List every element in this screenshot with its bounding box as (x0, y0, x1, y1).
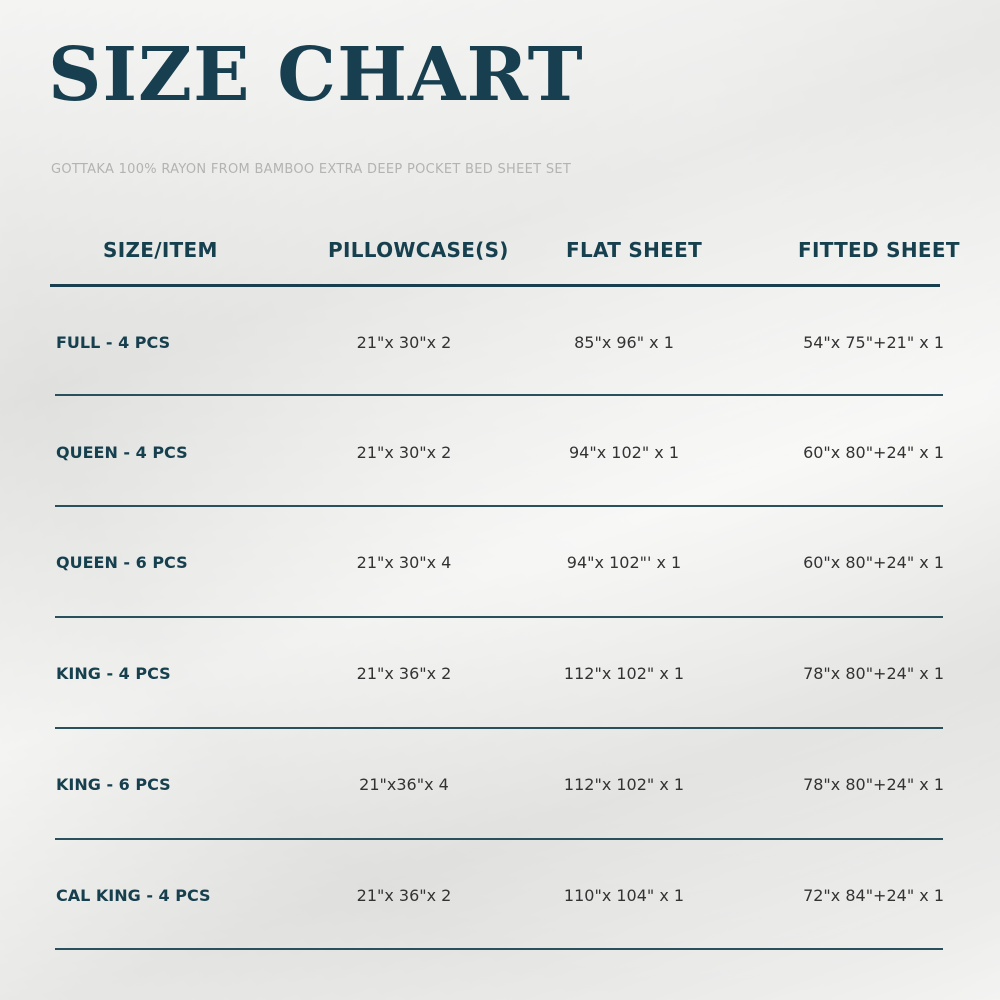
pillowcase-cell: 21"x 36"x 2 (356, 886, 452, 905)
pillowcase-cell: 21"x 30"x 2 (356, 333, 452, 352)
fitted-sheet-cell: 78"x 80"+24" x 1 (803, 664, 944, 683)
table-row: CAL KING - 4 PCS 21"x 36"x 2 110"x 104" x … (0, 886, 1000, 906)
row-divider (55, 616, 943, 618)
fitted-sheet-cell: 54"x 75"+21" x 1 (803, 333, 944, 352)
page-title: SIZE CHART (48, 32, 584, 118)
fitted-sheet-cell: 60"x 80"+24" x 1 (803, 553, 944, 572)
table-row: FULL - 4 PCS 21"x 30"x 2 85"x 96" x 1 54"x … (0, 333, 1000, 353)
table-row: QUEEN - 4 PCS 21"x 30"x 2 94"x 102" x 1 60"… (0, 443, 1000, 463)
pillowcase-cell: 21"x 36"x 2 (356, 664, 452, 683)
subtitle: GOTTAKA 100% RAYON FROM BAMBOO EXTRA DEE… (51, 162, 572, 177)
header-fitted-sheet: FITTED SHEET (798, 238, 960, 262)
header-pillowcases: PILLOWCASE(S) (328, 238, 509, 262)
table-row: KING - 6 PCS 21"x36"x 4 112"x 102" x 1 78"x… (0, 775, 1000, 795)
flat-sheet-cell: 94"x 102"' x 1 (566, 553, 682, 572)
pillowcase-cell: 21"x36"x 4 (359, 775, 449, 794)
size-label: CAL KING - 4 PCS (56, 886, 211, 905)
row-divider (55, 838, 943, 840)
header-flat-sheet: FLAT SHEET (566, 238, 703, 262)
row-divider (55, 948, 943, 950)
flat-sheet-cell: 112"x 102" x 1 (563, 775, 685, 794)
pillowcase-cell: 21"x 30"x 4 (356, 553, 452, 572)
table-row: QUEEN - 6 PCS 21"x 30"x 4 94"x 102"' x 1 60… (0, 553, 1000, 573)
size-label: QUEEN - 6 PCS (56, 553, 188, 572)
fitted-sheet-cell: 78"x 80"+24" x 1 (803, 775, 944, 794)
pillowcase-cell: 21"x 30"x 2 (356, 443, 452, 462)
header-size-item: SIZE/ITEM (103, 238, 218, 262)
row-divider (55, 727, 943, 729)
size-label: KING - 6 PCS (56, 775, 171, 794)
fitted-sheet-cell: 60"x 80"+24" x 1 (803, 443, 944, 462)
size-label: KING - 4 PCS (56, 664, 171, 683)
flat-sheet-cell: 85"x 96" x 1 (574, 333, 674, 352)
table-row: KING - 4 PCS 21"x 36"x 2 112"x 102" x 1 78"… (0, 664, 1000, 684)
size-label: QUEEN - 4 PCS (56, 443, 188, 462)
flat-sheet-cell: 94"x 102" x 1 (569, 443, 679, 462)
size-label: FULL - 4 PCS (56, 333, 171, 352)
flat-sheet-cell: 110"x 104" x 1 (563, 886, 685, 905)
fitted-sheet-cell: 72"x 84"+24" x 1 (803, 886, 944, 905)
row-divider (55, 505, 943, 507)
header-divider (50, 284, 940, 287)
flat-sheet-cell: 112"x 102" x 1 (563, 664, 685, 683)
row-divider (55, 394, 943, 396)
